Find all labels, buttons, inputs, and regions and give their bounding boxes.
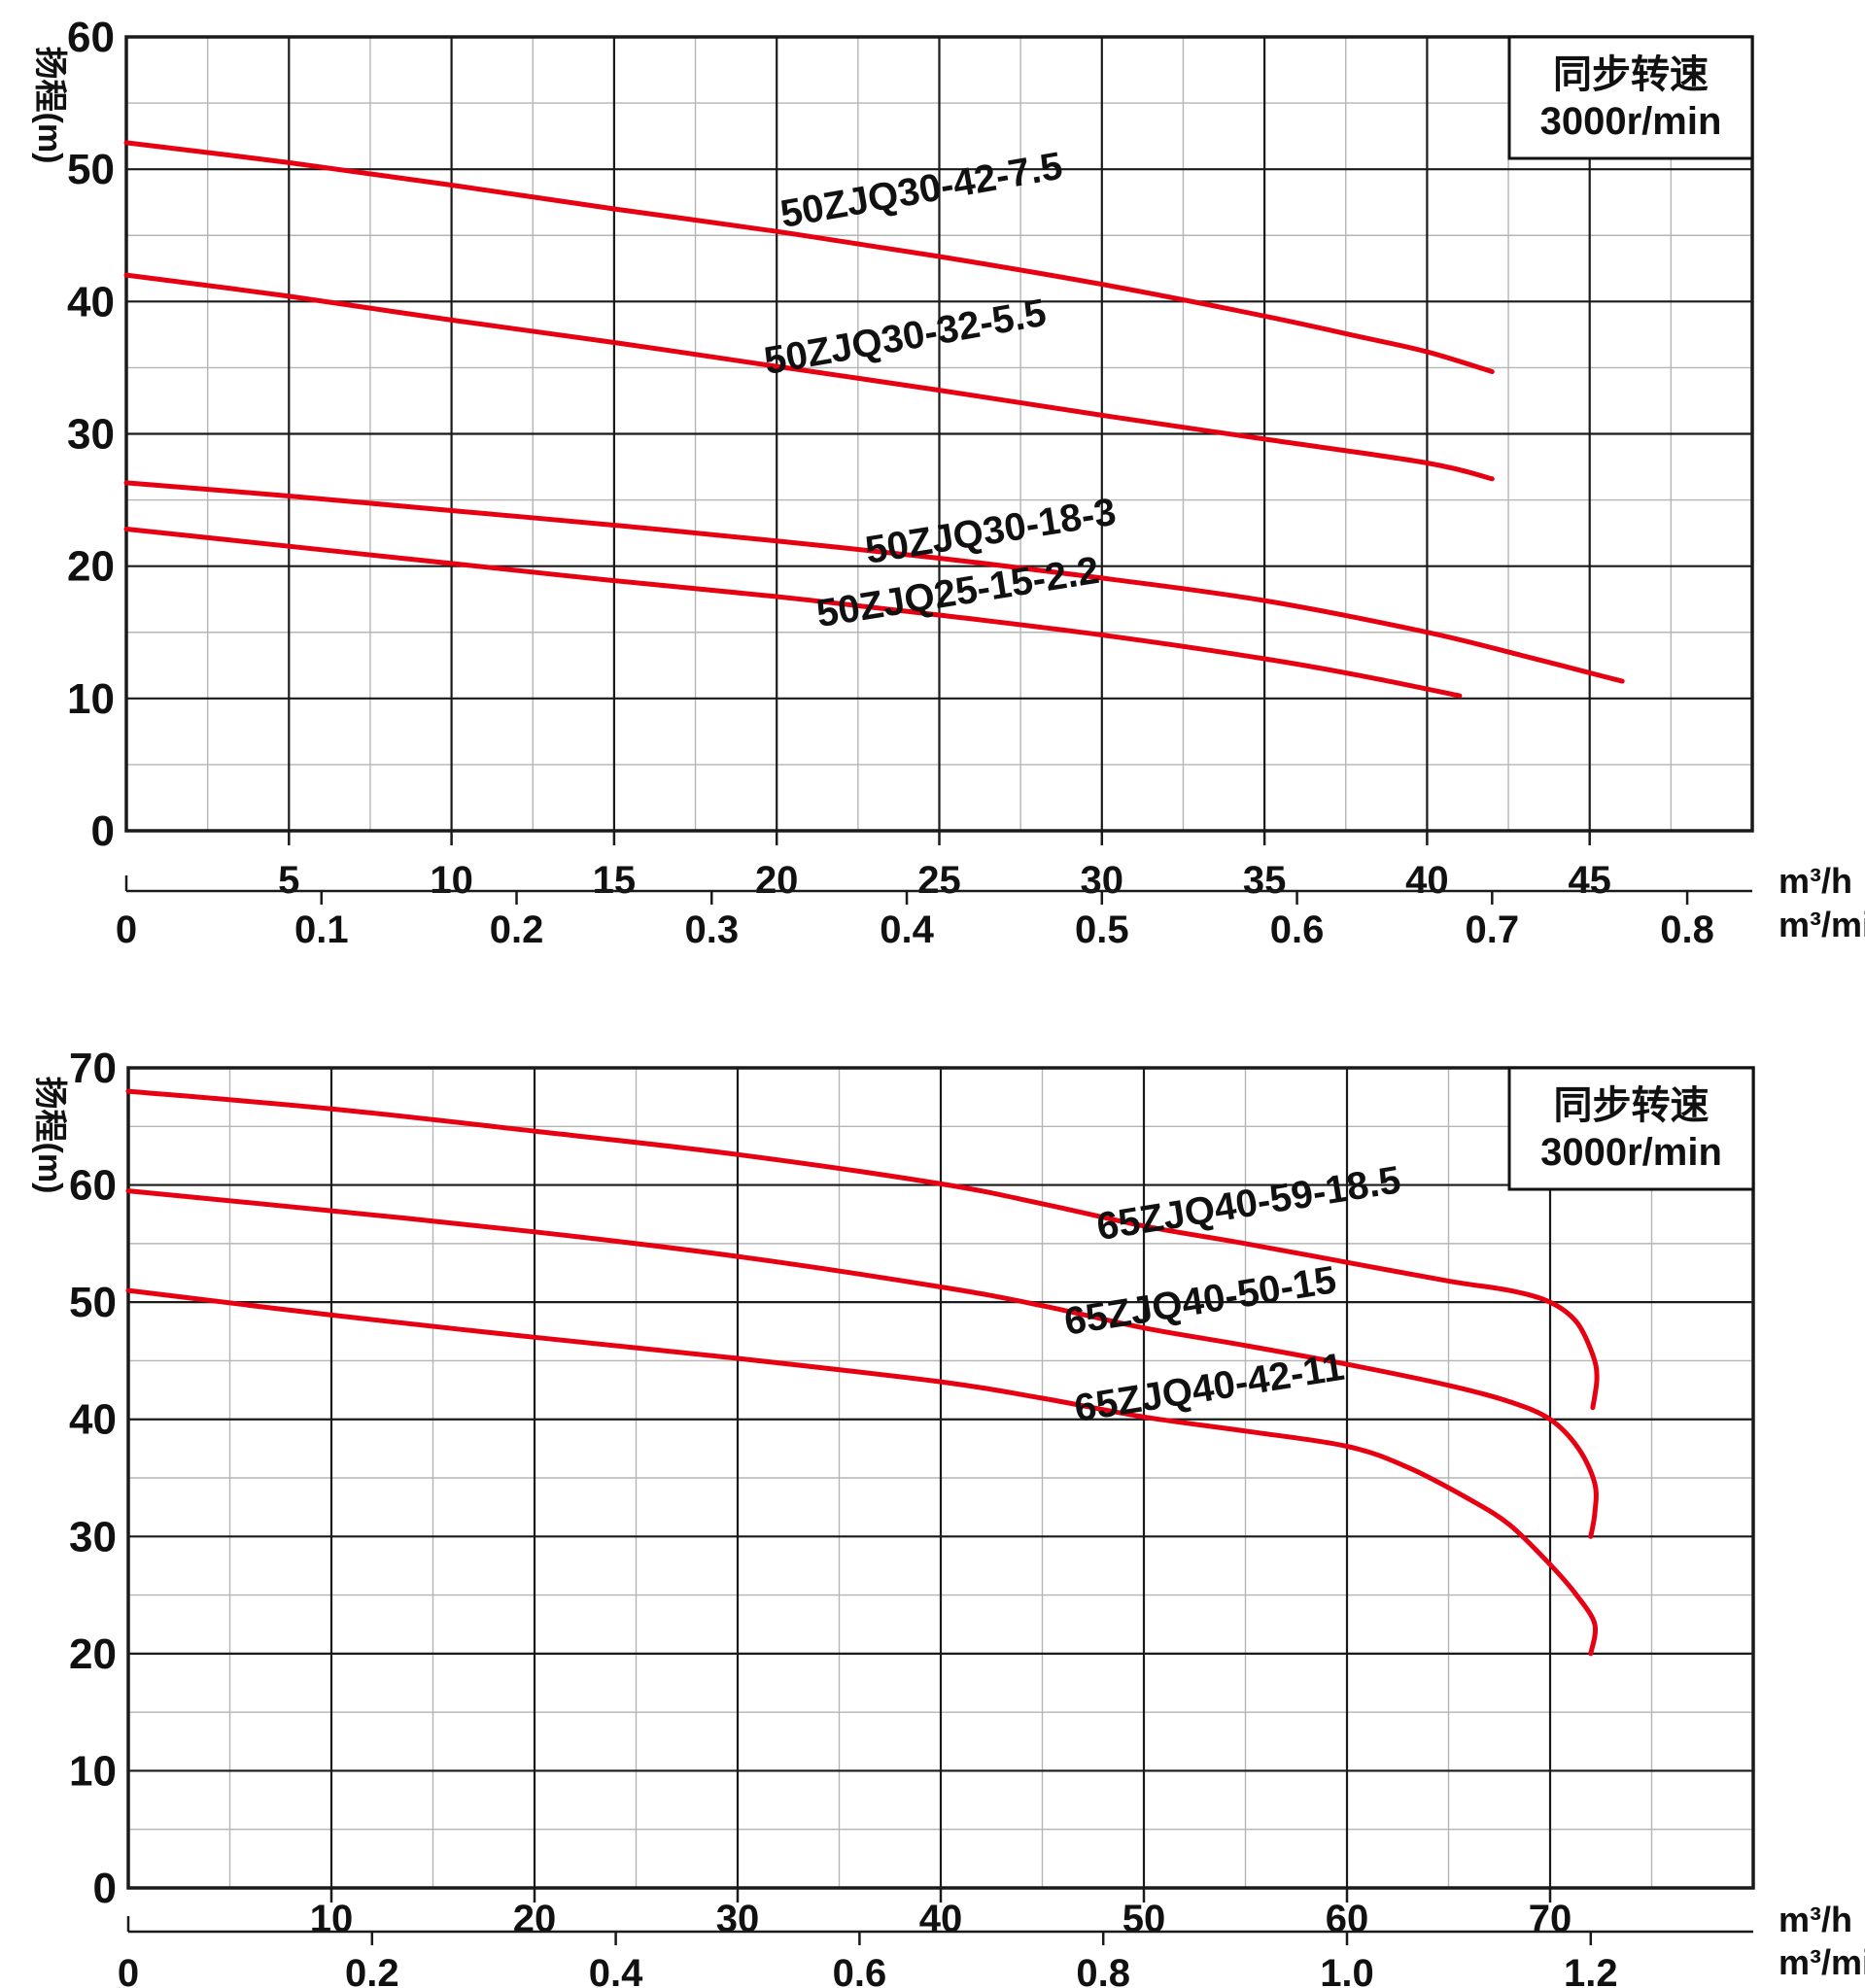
- curve-label-50ZJQ30-42-7.5: 50ZJQ30-42-7.5: [777, 145, 1066, 236]
- y-tick-label: 10: [69, 1747, 117, 1795]
- y-tick-label: 0: [91, 807, 115, 855]
- secondary-tick-label: 0.4: [589, 1952, 643, 1988]
- x-tick-label: 20: [513, 1898, 557, 1940]
- x-tick-label: 40: [1405, 859, 1449, 902]
- secondary-tick-label: 0.3: [684, 908, 739, 951]
- y-tick-label: 30: [67, 410, 115, 458]
- y-tick-label: 50: [67, 146, 115, 193]
- x-tick-label: 25: [917, 859, 961, 902]
- y-tick-label: 40: [67, 278, 115, 326]
- secondary-tick-label: 0.6: [833, 1952, 887, 1988]
- x-tick-label: 50: [1122, 1898, 1166, 1940]
- major-gridlines: [126, 36, 1752, 831]
- x-unit-primary: m³/h: [1779, 1900, 1852, 1939]
- x-tick-label: 15: [593, 859, 637, 902]
- x-unit-secondary: m³/min: [1779, 905, 1865, 944]
- x-tick-label: 10: [310, 1898, 354, 1940]
- secondary-tick-label: 0.5: [1075, 908, 1129, 951]
- secondary-tick-label: 1.0: [1320, 1952, 1374, 1988]
- secondary-tick-label: 0.2: [490, 908, 544, 951]
- curve-label-65ZJQ40-42-11: 65ZJQ40-42-11: [1072, 1346, 1348, 1430]
- curve-65ZJQ40-50-15: [125, 1188, 1599, 1539]
- secondary-tick-label: 0.6: [1270, 908, 1325, 951]
- y-tick-label: 40: [69, 1396, 117, 1444]
- secondary-tick-label: 0.2: [345, 1952, 399, 1988]
- curve-50ZJQ25-15-2.2: [123, 527, 1463, 699]
- y-tick-label: 20: [69, 1630, 117, 1678]
- speed-box-line2: 3000r/min: [1540, 100, 1722, 143]
- x-tick-label: 35: [1243, 859, 1287, 902]
- secondary-tick-label: 0.8: [1660, 908, 1714, 951]
- x-unit-secondary: m³/min: [1779, 1942, 1865, 1982]
- x-tick-label: 30: [716, 1898, 760, 1940]
- x-tick-label: 5: [278, 859, 299, 902]
- secondary-tick-label: 0.4: [880, 908, 934, 951]
- x-tick-label: 40: [919, 1898, 963, 1940]
- curve-50ZJQ30-32-5.5: [123, 272, 1495, 482]
- curve-label-65ZJQ40-59-18.5: 65ZJQ40-59-18.5: [1094, 1158, 1404, 1249]
- secondary-tick-label: 0.1: [294, 908, 349, 951]
- y-axis-title: 扬程(m): [31, 1077, 68, 1194]
- secondary-tick-label: 1.2: [1564, 1952, 1618, 1988]
- y-tick-label: 60: [67, 14, 115, 61]
- secondary-tick-label: 0.8: [1076, 1952, 1130, 1988]
- x-tick-label: 70: [1529, 1898, 1572, 1940]
- y-tick-label: 30: [69, 1513, 117, 1560]
- curve-label-50ZJQ30-32-5.5: 50ZJQ30-32-5.5: [761, 291, 1050, 383]
- curve-50ZJQ30-18-3: [123, 480, 1625, 684]
- x-tick-label: 45: [1568, 859, 1611, 902]
- y-tick-label: 0: [93, 1865, 117, 1912]
- secondary-tick-label: 0.7: [1466, 908, 1520, 951]
- x-tick-label: 20: [755, 859, 799, 902]
- secondary-tick-label: 0: [116, 908, 137, 951]
- speed-box-line1: 同步转速: [1553, 53, 1709, 96]
- y-tick-label: 50: [69, 1279, 117, 1326]
- y-tick-label: 70: [69, 1045, 117, 1092]
- y-tick-label: 60: [69, 1162, 117, 1210]
- speed-box: [1507, 35, 1754, 160]
- y-tick-label: 10: [67, 675, 115, 723]
- speed-box: [1507, 1066, 1755, 1191]
- curve-50ZJQ30-42-7.5: [123, 140, 1495, 374]
- curve-65ZJQ40-59-18.5: [125, 1088, 1600, 1411]
- speed-box-line1: 同步转速: [1554, 1084, 1710, 1127]
- curve-label-65ZJQ40-50-15: 65ZJQ40-50-15: [1061, 1258, 1339, 1344]
- curve-65ZJQ40-42-11: [125, 1287, 1599, 1657]
- x-tick-label: 10: [430, 859, 473, 902]
- secondary-tick-label: 0: [118, 1952, 139, 1988]
- x-unit-primary: m³/h: [1779, 861, 1852, 901]
- speed-box-line2: 3000r/min: [1540, 1131, 1722, 1174]
- y-axis-title: 扬程(m): [31, 47, 68, 164]
- y-tick-label: 20: [67, 543, 115, 591]
